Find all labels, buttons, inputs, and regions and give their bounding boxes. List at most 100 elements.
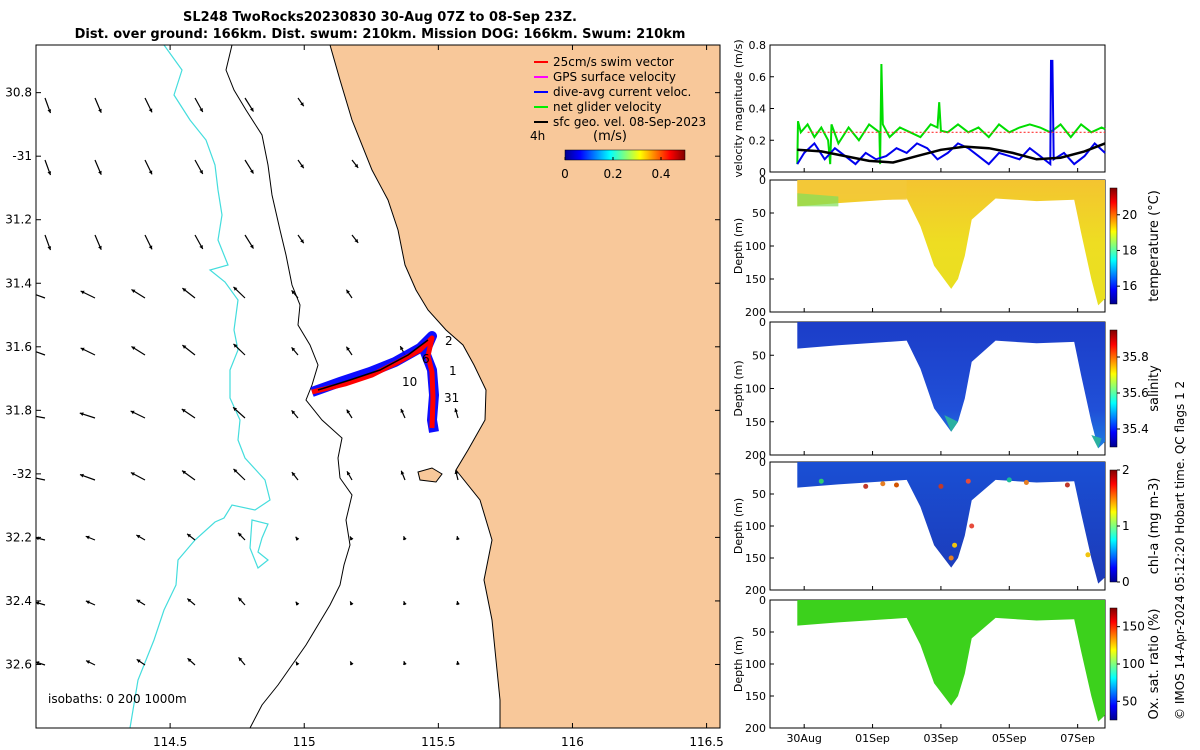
map-y-tick-label: 31.6: [5, 340, 32, 354]
geo-vector-head: [295, 601, 300, 606]
section-data-fill: [797, 180, 1105, 306]
geo-vector-head: [85, 600, 90, 605]
geo-vector-head: [350, 661, 354, 666]
map-x-tick-label: 114.5: [153, 735, 187, 749]
geo-vector-head: [47, 246, 52, 251]
chl-point: [948, 555, 954, 561]
velocity-y-tick-label: 0.2: [749, 134, 767, 147]
map-panel: 2 6 1 10 31 114.5 115 115.5 116 116.5 30.8 -31 31.2…: [5, 44, 724, 749]
depth-tick-label: 100: [745, 520, 766, 533]
geo-vector-head: [249, 244, 254, 249]
geo-vector-head: [456, 661, 460, 665]
geo-vector-head: [400, 408, 405, 413]
geo-vector-head: [85, 535, 90, 540]
colorbar-tick-label: 0: [1122, 575, 1130, 589]
geo-vector-head: [80, 290, 85, 295]
geo-vector-head: [346, 409, 351, 414]
geo-vector-head: [136, 659, 141, 663]
colorbar-label: temperature (°C): [1147, 190, 1162, 302]
chl-point: [1085, 552, 1091, 558]
geo-vector-head: [295, 661, 300, 666]
chart-title: SL248 TwoRocks20230830 30-Aug 07Z to 08-…: [183, 10, 577, 25]
geo-vector-head: [47, 109, 52, 114]
geo-vector-head: [350, 536, 354, 541]
geo-vector-head: [300, 239, 304, 244]
geo-vector: [36, 415, 46, 419]
depth-axis-label: Depth (m): [732, 498, 745, 554]
time-tick-label: 03Sep: [924, 732, 959, 745]
section-panel-sal: 0 50 100 150 200 Depth (m) 35.4 35.6 35.8salinit…: [732, 316, 1162, 462]
section-colorbar: [1109, 607, 1118, 721]
geo-vector-head: [199, 169, 203, 174]
velocity-series-line: [797, 142, 1106, 164]
geo-vector: [36, 294, 46, 299]
geo-vector-head: [403, 601, 407, 606]
map-x-tick-label: 115: [293, 735, 316, 749]
geo-vector: [36, 351, 46, 356]
section-data-fill: [797, 600, 1105, 722]
geo-vector-head: [199, 107, 203, 112]
section-panel-chl: 0 50 100 150 200 Depth (m) 0 1 2 chl-a (mg m-3): [732, 456, 1162, 597]
colorbar-tick-label: 0: [561, 167, 569, 181]
chl-point: [818, 478, 824, 484]
geo-vector-head: [454, 470, 459, 475]
chl-point: [1006, 477, 1012, 483]
geo-vector-head: [403, 661, 407, 666]
geo-vector-head: [346, 289, 350, 294]
depth-tick-label: 100: [745, 658, 766, 671]
colorbar-tick-label: 16: [1122, 279, 1137, 293]
colorbar-tick-label: 2: [1122, 463, 1130, 477]
depth-tick-label: 100: [745, 240, 766, 253]
geo-vector-head: [187, 598, 192, 603]
time-tick-label: 30Aug: [786, 732, 821, 745]
geo-vector-head: [187, 658, 192, 663]
geo-vector-head: [131, 289, 136, 294]
geo-vector-head: [233, 407, 238, 412]
colorbar-tick-label: 0.2: [603, 167, 622, 181]
geo-vector-head: [300, 164, 304, 169]
map-y-tick-label: -31: [12, 149, 32, 163]
colorbar-tick-label: 150: [1122, 620, 1145, 634]
isobath-200m: [225, 45, 353, 728]
geo-vector-head: [30, 292, 34, 296]
depth-tick-label: 50: [752, 207, 766, 220]
geo-vector-head: [238, 532, 242, 537]
geo-vector-head: [182, 288, 187, 292]
colorbar-label: Ox. sat. ratio (%): [1147, 609, 1162, 720]
section-colorbar: [1109, 329, 1118, 448]
legend-entry: sfc geo. vel. 08-Sep-2023: [553, 115, 706, 129]
geo-vector-head: [291, 290, 296, 295]
depth-axis-label: Depth (m): [732, 636, 745, 692]
geo-vector-head: [295, 536, 300, 541]
depth-tick-label: 200: [745, 722, 766, 735]
map-y-tick-label: 32.4: [5, 594, 32, 608]
coastline: [329, 45, 501, 728]
colorbar-tick-label: 35.8: [1122, 350, 1149, 364]
colorbar-tick-label: 0.4: [651, 167, 670, 181]
legend-4h: 4h: [530, 129, 545, 143]
chl-point: [880, 481, 886, 487]
legend-entry: 25cm/s swim vector: [553, 55, 674, 69]
depth-tick-label: 200: [745, 584, 766, 597]
depth-tick-label: 0: [759, 456, 766, 469]
chl-point: [1023, 479, 1029, 485]
geo-vector-head: [181, 409, 186, 413]
glider-track: [310, 331, 439, 433]
geo-vector-head: [130, 472, 135, 476]
geo-vector-head: [238, 657, 243, 662]
colorbar-label: chl-a (mg m-3): [1147, 478, 1162, 575]
velocity-y-tick-label: 0.4: [749, 103, 767, 116]
chl-point: [965, 478, 971, 484]
section-data-fill: [797, 322, 1105, 449]
chl-point: [863, 483, 869, 489]
chart-subtitle: Dist. over ground: 166km. Dist. swum: 21…: [74, 27, 686, 42]
colorbar-tick-label: 50: [1122, 694, 1137, 708]
time-tick-label: 05Sep: [992, 732, 1027, 745]
geo-vector-head: [86, 660, 91, 664]
depth-tick-label: 0: [759, 174, 766, 187]
geo-vector-head: [131, 346, 136, 351]
map-x-tick-label: 116: [561, 735, 584, 749]
geo-vector-head: [291, 347, 296, 352]
